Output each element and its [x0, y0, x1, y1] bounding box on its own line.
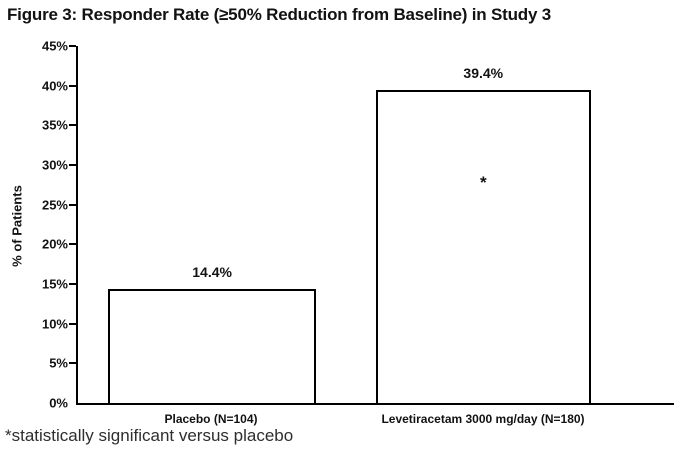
y-tick-mark	[69, 243, 76, 246]
y-tick-label: 0%	[49, 395, 68, 411]
x-category-label: Levetiracetam 3000 mg/day (N=180)	[381, 412, 585, 426]
bar-placebo	[107, 288, 317, 403]
significance-asterisk: *	[479, 172, 487, 192]
y-tick-mark	[69, 84, 76, 87]
y-tick-label: 20%	[41, 236, 68, 252]
y-tick-label: 15%	[41, 276, 68, 292]
y-tick-mark	[69, 203, 76, 206]
y-tick-mark	[69, 124, 76, 127]
y-tick-label: 25%	[41, 197, 68, 213]
bar-value-label: 14.4%	[192, 263, 232, 280]
y-tick-mark	[69, 164, 76, 166]
bar-levetiracetam	[376, 90, 591, 403]
bar-value-label: 39.4%	[463, 65, 504, 82]
y-tick-mark	[69, 283, 76, 285]
y-tick-mark	[69, 322, 76, 325]
y-tick-label: 35%	[41, 117, 68, 133]
y-tick-mark	[69, 45, 76, 47]
x-category-label: Placebo (N=104)	[164, 412, 258, 426]
footnote: *statistically significant versus placeb…	[5, 426, 294, 445]
y-tick-label: 45%	[41, 38, 68, 54]
plot-area: 0% 5% 10% 15% 20% 25% 30% 35% 40% 45% 14.4% 39.4% *	[42, 39, 674, 411]
y-tick-label: 5%	[49, 355, 68, 371]
y-tick-label: 30%	[41, 157, 68, 173]
y-tick-label: 10%	[41, 316, 68, 332]
y-tick-mark	[69, 362, 76, 365]
y-tick-label: 40%	[41, 78, 68, 94]
figure-title: Figure 3: Responder Rate (≥50% Reduction…	[7, 5, 552, 24]
y-axis-title: % of Patients	[9, 185, 25, 267]
